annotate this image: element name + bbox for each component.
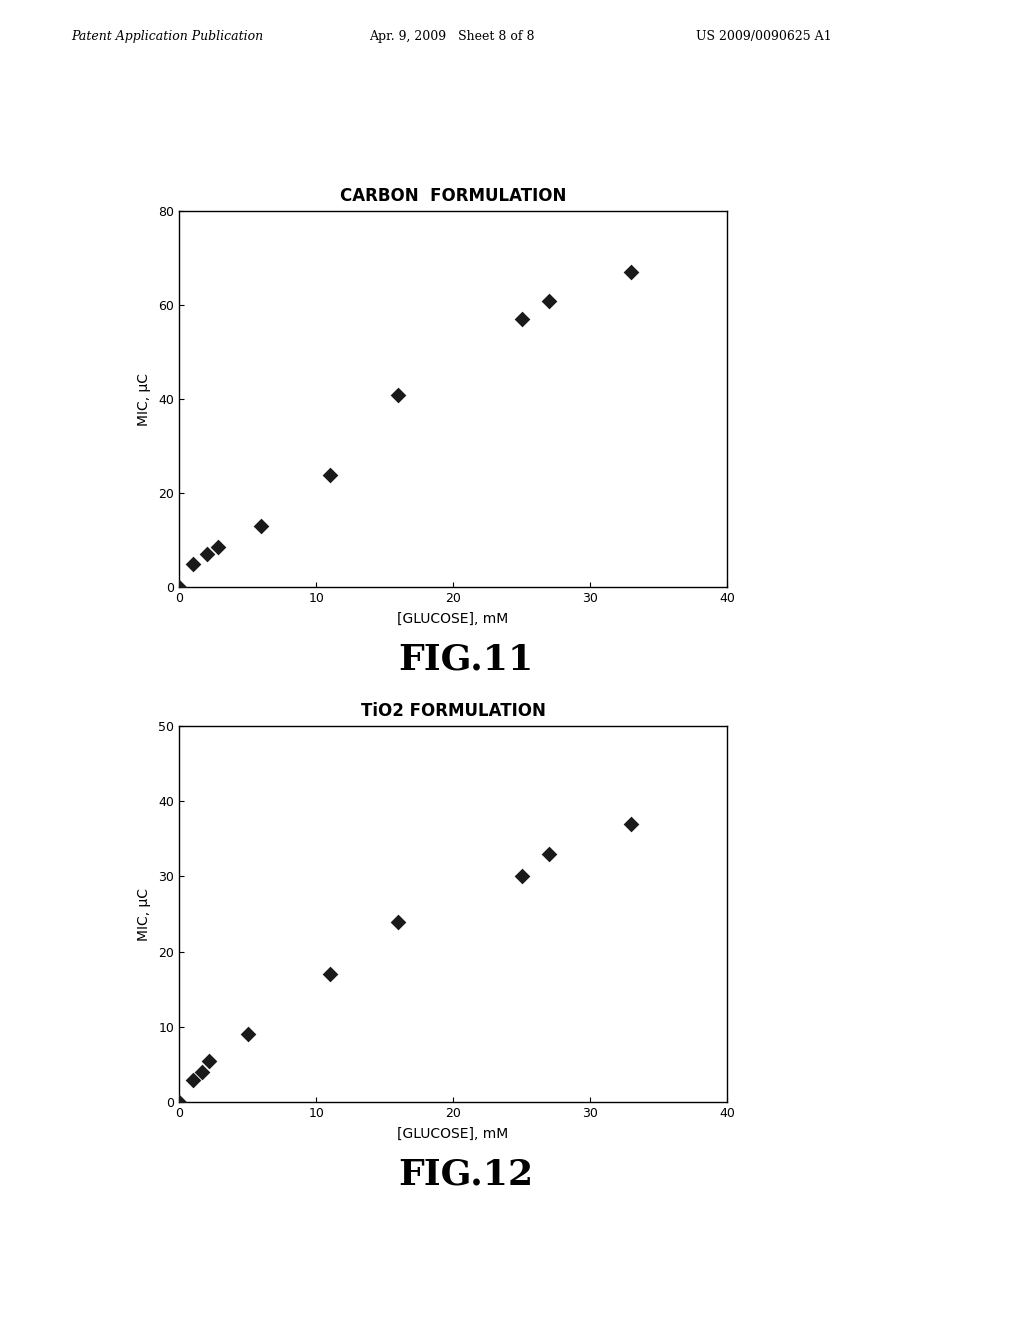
Point [322, 964, 338, 985]
Text: Patent Application Publication: Patent Application Publication [72, 30, 264, 44]
Title: TiO2 FORMULATION: TiO2 FORMULATION [360, 702, 546, 721]
Point [171, 577, 187, 598]
Text: FIG.11: FIG.11 [398, 643, 534, 677]
Point [209, 537, 225, 558]
Point [184, 1069, 201, 1090]
Point [513, 866, 529, 887]
Point [184, 553, 201, 574]
Text: US 2009/0090625 A1: US 2009/0090625 A1 [696, 30, 831, 44]
Point [322, 463, 338, 484]
X-axis label: [GLUCOSE], mM: [GLUCOSE], mM [397, 612, 509, 626]
Point [199, 544, 215, 565]
Point [623, 813, 639, 834]
Point [390, 384, 407, 405]
Y-axis label: MIC, μC: MIC, μC [137, 887, 152, 941]
Text: FIG.12: FIG.12 [398, 1158, 534, 1192]
Point [171, 1092, 187, 1113]
Y-axis label: MIC, μC: MIC, μC [137, 372, 152, 426]
Point [195, 1061, 211, 1082]
Point [541, 290, 557, 312]
Point [240, 1024, 256, 1045]
Point [253, 516, 269, 537]
Point [541, 843, 557, 865]
Point [201, 1051, 217, 1072]
Point [623, 261, 639, 282]
Text: Apr. 9, 2009   Sheet 8 of 8: Apr. 9, 2009 Sheet 8 of 8 [369, 30, 535, 44]
Title: CARBON  FORMULATION: CARBON FORMULATION [340, 187, 566, 206]
Point [513, 309, 529, 330]
Point [390, 911, 407, 932]
X-axis label: [GLUCOSE], mM: [GLUCOSE], mM [397, 1127, 509, 1140]
